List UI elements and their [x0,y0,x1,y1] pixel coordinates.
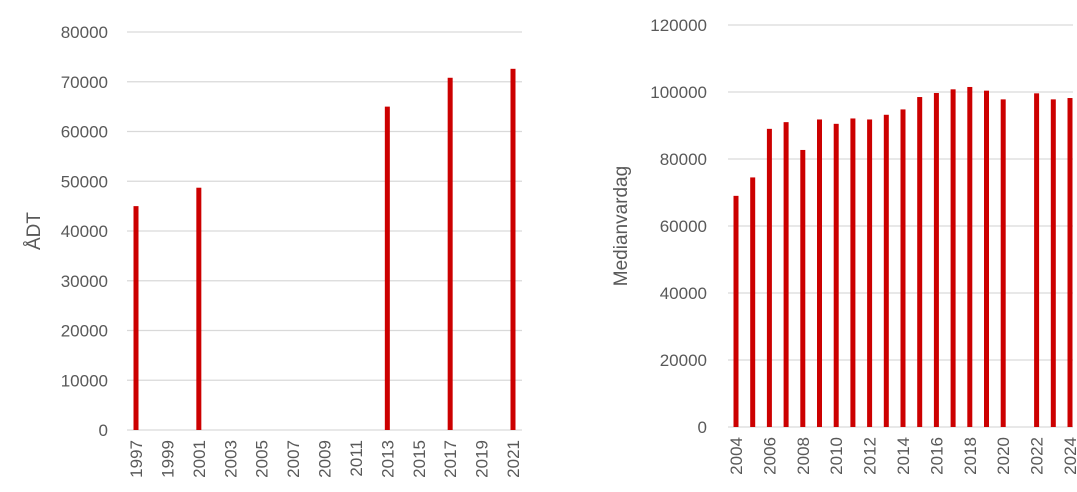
x-tick-label: 2003 [221,440,240,478]
y-tick-label: 70000 [61,73,108,92]
y-tick-label: 120000 [650,16,707,35]
x-tick-label: 2017 [441,440,460,478]
bar-2014 [900,109,906,428]
medianvardag-bar-chart: 0 20000 40000 60000 80000 100000 120000 Medianv… [611,16,1077,475]
x-tick-label: 2020 [994,437,1013,475]
x-tick-label: 2010 [827,437,846,475]
bar-2013 [384,106,390,430]
x-tick-label: 2015 [410,440,429,478]
y-axis-label: Medianvardag [611,166,632,286]
x-tick-label: 2009 [316,440,335,478]
y-tick-label: 60000 [61,123,108,142]
x-tick-label: 2022 [1028,437,1047,475]
bar-1997 [133,206,139,430]
bar-2007 [783,122,789,428]
adt-bar-chart: 0 10000 20000 30000 40000 50000 60000 70000 8000… [24,23,523,478]
x-tick-label: 2012 [861,437,880,475]
y-tick-label: 50000 [61,172,108,191]
x-tick-label: 2008 [794,437,813,475]
bar-2005 [750,177,756,427]
x-tick-label: 1999 [158,440,177,478]
bar-2008 [800,149,806,427]
x-tick-label: 2007 [284,440,303,478]
y-tick-label: 60000 [660,217,707,236]
bar-2006 [766,128,772,427]
bar-2004 [733,195,739,427]
y-tick-label: 0 [698,418,707,437]
bar-2016 [933,93,939,427]
bar-2023 [1050,99,1056,428]
bar-2017 [950,89,956,427]
x-tick-label: 2005 [253,440,272,478]
bar-2020 [1000,99,1006,428]
x-tick-label: 2024 [1061,437,1077,475]
y-tick-label: 0 [99,421,108,440]
bar-2009 [817,119,822,427]
x-tick-label: 2016 [927,437,946,475]
x-tick-label: 2011 [347,440,366,477]
y-tick-label: 20000 [660,351,707,370]
x-tick-label: 2006 [760,437,779,475]
bar-2019 [984,90,989,427]
y-tick-label: 100000 [650,83,707,102]
x-tick-label: 1997 [127,440,146,478]
bar-2022 [1034,93,1040,427]
y-tick-label: 40000 [660,284,707,303]
x-tick-label: 2014 [894,437,913,475]
bar-2011 [850,118,856,427]
bar-2012 [867,119,873,427]
x-tick-label: 2001 [190,440,209,478]
y-tick-label: 10000 [61,371,108,390]
y-tick-label: 40000 [61,222,108,241]
x-tick-label: 2013 [378,440,397,478]
y-axis-label: ÅDT [24,212,45,250]
y-tick-label: 30000 [61,272,108,291]
y-tick-label: 80000 [660,150,707,169]
bar-2024 [1067,98,1073,427]
x-tick-label: 2021 [504,440,523,478]
bar-2017 [447,77,453,431]
bar-2013 [883,114,889,427]
y-tick-label: 80000 [61,23,108,42]
x-tick-label: 2004 [727,437,746,475]
bar-2021 [510,68,516,430]
bar-2010 [833,123,839,427]
x-tick-label: 2018 [961,437,980,475]
bar-2018 [967,86,973,427]
y-tick-label: 20000 [61,322,108,341]
bar-2015 [917,97,923,428]
x-tick-label: 2019 [473,440,492,478]
bar-2001 [196,187,202,430]
